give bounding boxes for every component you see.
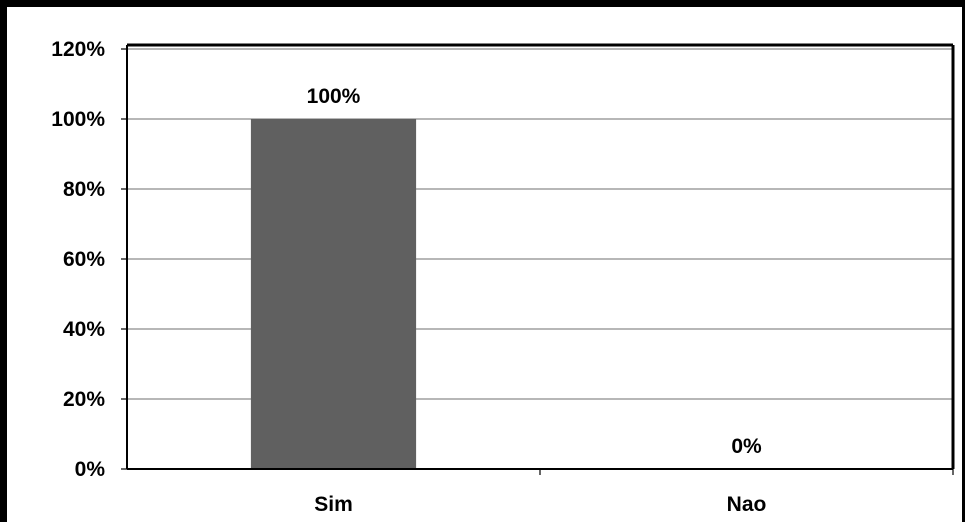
x-category-label: Nao [727, 493, 767, 516]
y-tick-label: 80% [63, 178, 105, 201]
bar-chart: 0% 20% 40% 60% 80% 100% 120% Sim 100% Nao 0% [51, 38, 955, 516]
data-label: 0% [731, 435, 762, 458]
x-category-label: Sim [314, 493, 353, 516]
bars [250, 119, 417, 469]
y-tick-label: 0% [75, 458, 106, 481]
axes [121, 43, 955, 475]
labels: 0% 20% 40% 60% 80% 100% 120% Sim 100% Nao 0% [51, 38, 766, 516]
y-tick-label: 100% [51, 108, 105, 131]
bar-sim [250, 119, 417, 469]
y-tick-label: 20% [63, 388, 105, 411]
y-tick-label: 120% [51, 38, 105, 61]
y-tick-label: 60% [63, 248, 105, 271]
y-tick-label: 40% [63, 318, 105, 341]
data-label: 100% [307, 85, 361, 108]
